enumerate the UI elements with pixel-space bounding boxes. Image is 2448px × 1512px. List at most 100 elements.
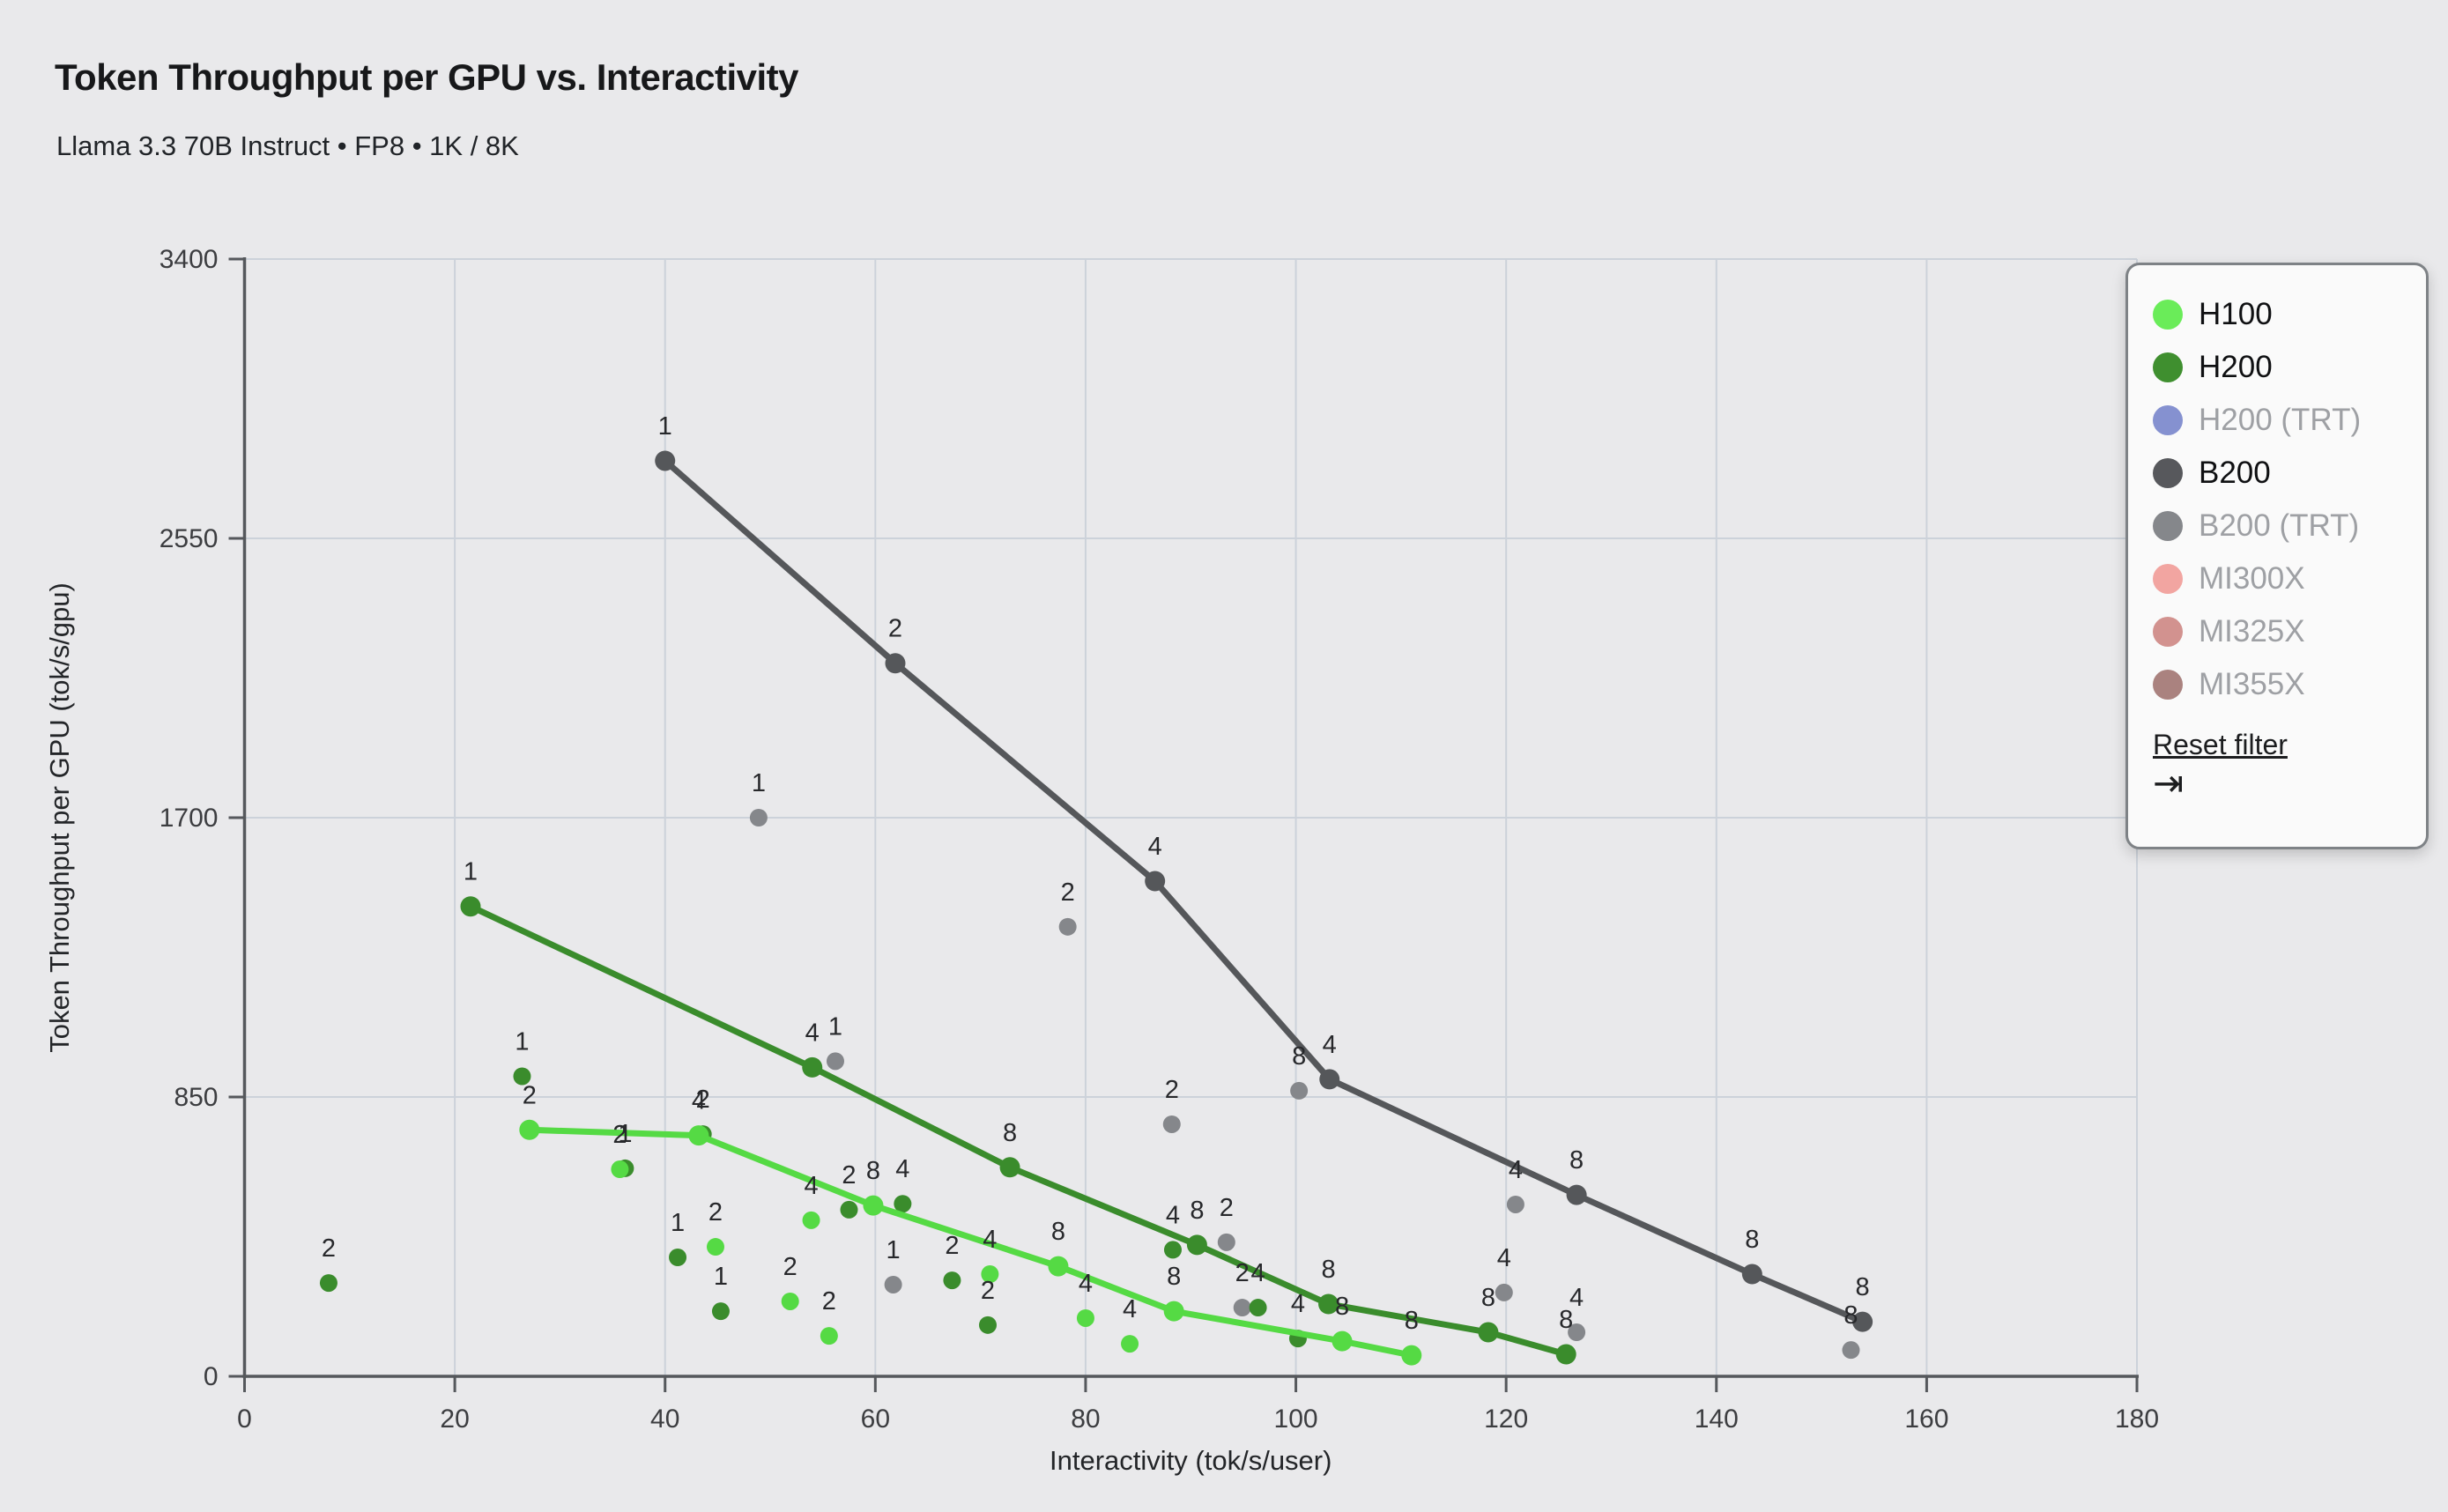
data-point[interactable] (1290, 1081, 1309, 1100)
data-point[interactable] (1506, 1195, 1524, 1213)
point-label: 4 (805, 1019, 820, 1047)
data-point[interactable] (513, 1067, 531, 1086)
data-point[interactable] (1852, 1311, 1873, 1332)
point-label: 1 (658, 412, 672, 441)
chart-subtitle: Llama 3.3 70B Instruct • FP8 • 1K / 8K (56, 130, 519, 161)
point-label: 8 (1292, 1042, 1306, 1071)
point-label: 2 (842, 1161, 856, 1190)
legend-item-mi300x[interactable]: MI300X (2153, 552, 2405, 605)
data-point[interactable] (460, 896, 481, 917)
data-point[interactable] (1332, 1330, 1353, 1352)
data-point[interactable] (1401, 1345, 1422, 1366)
legend-item-mi325x[interactable]: MI325X (2153, 605, 2405, 658)
point-label: 4 (1166, 1201, 1180, 1229)
data-point[interactable] (519, 1119, 540, 1140)
chart-title: Token Throughput per GPU vs. Interactivi… (55, 56, 799, 98)
point-label: 4 (1509, 1156, 1523, 1184)
legend-swatch-icon (2153, 564, 2183, 594)
legend-swatch-icon (2153, 458, 2183, 488)
data-point[interactable] (999, 1157, 1020, 1178)
data-point[interactable] (706, 1238, 724, 1256)
data-point[interactable] (1478, 1322, 1499, 1343)
x-tick-label: 40 (650, 1405, 679, 1434)
data-point[interactable] (669, 1248, 687, 1266)
data-point[interactable] (1319, 1069, 1340, 1090)
data-point[interactable] (1163, 1241, 1182, 1259)
data-point[interactable] (1249, 1299, 1267, 1317)
point-label: 4 (1123, 1295, 1137, 1323)
data-point[interactable] (981, 1265, 999, 1284)
legend-swatch-icon (2153, 352, 2183, 382)
data-point[interactable] (1186, 1234, 1207, 1256)
legend-item-h200[interactable]: H200 (2153, 341, 2405, 394)
legend-item-b200-trt[interactable]: B200 (TRT) (2153, 500, 2405, 552)
point-label: 8 (1843, 1301, 1858, 1330)
x-tick-label: 100 (1274, 1405, 1318, 1434)
point-label: 8 (1856, 1273, 1870, 1301)
point-label: 1 (464, 858, 478, 886)
data-point[interactable] (781, 1292, 799, 1310)
legend-item-label: H200 (2199, 350, 2273, 384)
y-tick-label: 1700 (159, 804, 219, 833)
data-point[interactable] (1163, 1301, 1184, 1322)
data-point[interactable] (319, 1274, 338, 1293)
data-point[interactable] (688, 1125, 709, 1146)
data-point[interactable] (1121, 1335, 1139, 1353)
legend-item-b200[interactable]: B200 (2153, 447, 2405, 500)
legend-swatch-icon (2153, 511, 2183, 541)
data-point[interactable] (1048, 1256, 1069, 1277)
point-label: 2 (1220, 1194, 1234, 1222)
point-label: 1 (752, 769, 766, 797)
point-label: 2 (523, 1081, 537, 1109)
point-label: 4 (1291, 1290, 1305, 1318)
legend-item-h200-trt[interactable]: H200 (TRT) (2153, 394, 2405, 447)
data-point[interactable] (978, 1316, 997, 1334)
data-point[interactable] (1058, 917, 1077, 936)
point-label: 4 (1079, 1270, 1093, 1298)
data-point[interactable] (711, 1302, 730, 1321)
series-b200-trt (749, 809, 1860, 1360)
data-point[interactable] (885, 653, 906, 674)
data-point[interactable] (802, 1211, 820, 1229)
data-point[interactable] (611, 1160, 629, 1179)
data-point[interactable] (1741, 1264, 1762, 1285)
data-point[interactable] (894, 1195, 912, 1213)
series-h200 (319, 896, 1576, 1365)
data-point[interactable] (1076, 1308, 1094, 1327)
data-point[interactable] (1217, 1233, 1235, 1251)
series-b200 (655, 450, 1873, 1332)
data-point[interactable] (1495, 1283, 1513, 1301)
data-point[interactable] (1233, 1299, 1251, 1317)
data-point[interactable] (1842, 1341, 1860, 1360)
data-point[interactable] (749, 809, 768, 826)
x-tick-label: 180 (2115, 1405, 2159, 1434)
data-point[interactable] (884, 1275, 902, 1293)
data-point[interactable] (1555, 1344, 1576, 1365)
x-tick-label: 140 (1695, 1405, 1739, 1434)
data-point[interactable] (863, 1195, 884, 1216)
legend-item-mi355x[interactable]: MI355X (2153, 658, 2405, 711)
data-point[interactable] (1145, 871, 1166, 892)
data-point[interactable] (655, 450, 676, 471)
data-point[interactable] (826, 1052, 844, 1071)
data-point[interactable] (802, 1056, 823, 1078)
data-point[interactable] (1568, 1323, 1586, 1342)
legend-item-h100[interactable]: H100 (2153, 288, 2405, 341)
data-point[interactable] (1318, 1293, 1339, 1315)
tab-arrow-icon[interactable]: ⇥ (2153, 762, 2185, 804)
legend-item-label: MI325X (2199, 614, 2305, 649)
data-point[interactable] (943, 1271, 961, 1290)
reset-filter-link[interactable]: Reset filter (2153, 729, 2288, 760)
data-point[interactable] (1162, 1115, 1181, 1133)
data-point[interactable] (820, 1327, 838, 1345)
data-point[interactable] (840, 1200, 858, 1219)
y-tick-label: 3400 (159, 245, 219, 274)
x-axis-title: Interactivity (tok/s/user) (1050, 1445, 1332, 1476)
data-point[interactable] (1566, 1184, 1587, 1205)
point-label: 4 (983, 1226, 997, 1254)
point-label: 2 (696, 1086, 710, 1114)
point-label: 8 (1167, 1263, 1181, 1291)
point-label: 1 (828, 1012, 842, 1041)
